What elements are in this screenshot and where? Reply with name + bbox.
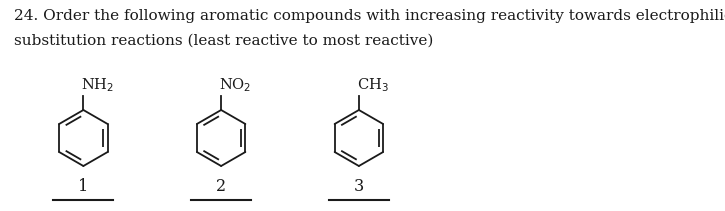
Text: substitution reactions (least reactive to most reactive): substitution reactions (least reactive t…: [14, 34, 434, 48]
Text: 3: 3: [354, 178, 364, 195]
Text: 1: 1: [78, 178, 88, 195]
Text: NO$_2$: NO$_2$: [219, 76, 252, 94]
Text: 24. Order the following aromatic compounds with increasing reactivity towards el: 24. Order the following aromatic compoun…: [14, 9, 725, 23]
Text: NH$_2$: NH$_2$: [81, 76, 115, 94]
Text: 2: 2: [216, 178, 226, 195]
Text: CH$_3$: CH$_3$: [357, 76, 389, 94]
